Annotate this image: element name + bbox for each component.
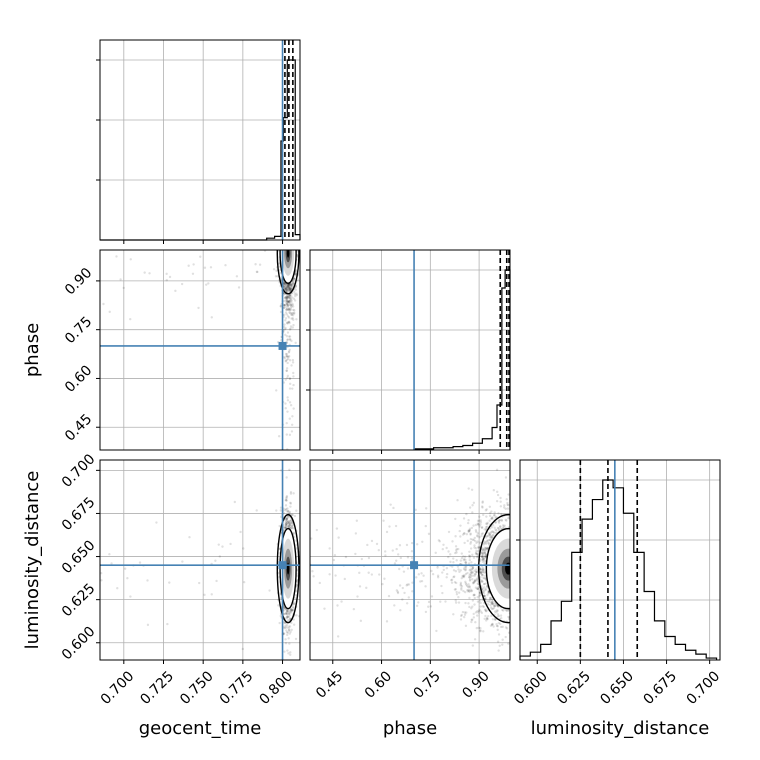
hist-geocent_time-frame — [99, 39, 301, 241]
scatter-geocent_time-vs-luminosity_distance-frame — [99, 459, 301, 661]
x-tick-label-luminosity_distance-3: 0.675 — [640, 668, 680, 708]
x-tick-label-geocent_time-0: 0.700 — [98, 668, 138, 708]
y-tick-label-phase-0: 0.45 — [62, 411, 95, 444]
y-tick-label-luminosity_distance-1: 0.625 — [59, 581, 99, 621]
y-tick-label-luminosity_distance-2: 0.650 — [59, 537, 99, 577]
x-tick-label-luminosity_distance-0: 0.600 — [511, 668, 551, 708]
x-tick-label-geocent_time-3: 0.775 — [217, 668, 257, 708]
truth-marker — [278, 561, 287, 570]
hist-luminosity_distance-bars — [519, 479, 718, 660]
hist-luminosity_distance-grid — [520, 460, 720, 660]
x-tick-label-geocent_time-2: 0.750 — [177, 668, 217, 708]
truth-marker — [410, 561, 419, 570]
scatter-phase-vs-luminosity_distance-frame — [309, 459, 511, 661]
contour-outer — [477, 513, 510, 624]
x-tick-label-geocent_time-1: 0.725 — [137, 668, 177, 708]
y-axis-label-2: luminosity_distance — [22, 471, 43, 650]
x-axis-label-1: phase — [383, 718, 437, 739]
hist-phase-frame — [309, 249, 511, 451]
contour-level-4 — [286, 250, 290, 258]
truth-marker — [278, 341, 287, 350]
hist-luminosity_distance-frame — [519, 459, 721, 661]
x-tick-label-geocent_time-4: 0.800 — [256, 668, 296, 708]
x-tick-label-luminosity_distance-2: 0.650 — [597, 668, 637, 708]
scatter-geocent_time-vs-luminosity_distance-points — [100, 468, 300, 656]
scatter-phase-vs-luminosity_distance-points — [310, 468, 510, 652]
hist-phase-bars — [413, 269, 511, 450]
scatter-geocent_time-vs-phase-frame — [99, 249, 301, 451]
contour-outer — [276, 513, 300, 624]
y-tick-label-phase-2: 0.75 — [62, 314, 95, 347]
contour-outer — [276, 250, 300, 295]
x-tick-label-phase-0: 0.45 — [313, 668, 346, 701]
x-tick-label-luminosity_distance-1: 0.625 — [554, 668, 594, 708]
hist-geocent_time-bars — [100, 59, 301, 241]
y-tick-label-phase-1: 0.60 — [62, 362, 95, 395]
y-axis-label-1: phase — [22, 323, 43, 377]
scatter-geocent_time-vs-phase-grid — [100, 250, 300, 450]
scatter-geocent_time-vs-luminosity_distance-grid — [100, 460, 300, 660]
y-tick-label-phase-3: 0.90 — [62, 265, 95, 298]
x-axis-label-2: luminosity_distance — [531, 718, 710, 739]
x-tick-label-phase-2: 0.75 — [411, 668, 444, 701]
hist-phase-grid — [310, 250, 510, 450]
y-tick-label-luminosity_distance-4: 0.700 — [59, 451, 99, 491]
y-tick-label-luminosity_distance-0: 0.600 — [59, 624, 99, 664]
hist-geocent_time-grid — [100, 40, 300, 240]
x-tick-label-phase-3: 0.90 — [459, 668, 492, 701]
y-tick-label-luminosity_distance-3: 0.675 — [59, 494, 99, 534]
x-tick-label-phase-1: 0.60 — [362, 668, 395, 701]
x-tick-label-luminosity_distance-4: 0.700 — [684, 668, 724, 708]
x-axis-label-0: geocent_time — [139, 718, 262, 739]
scatter-phase-vs-luminosity_distance-grid — [310, 460, 510, 660]
